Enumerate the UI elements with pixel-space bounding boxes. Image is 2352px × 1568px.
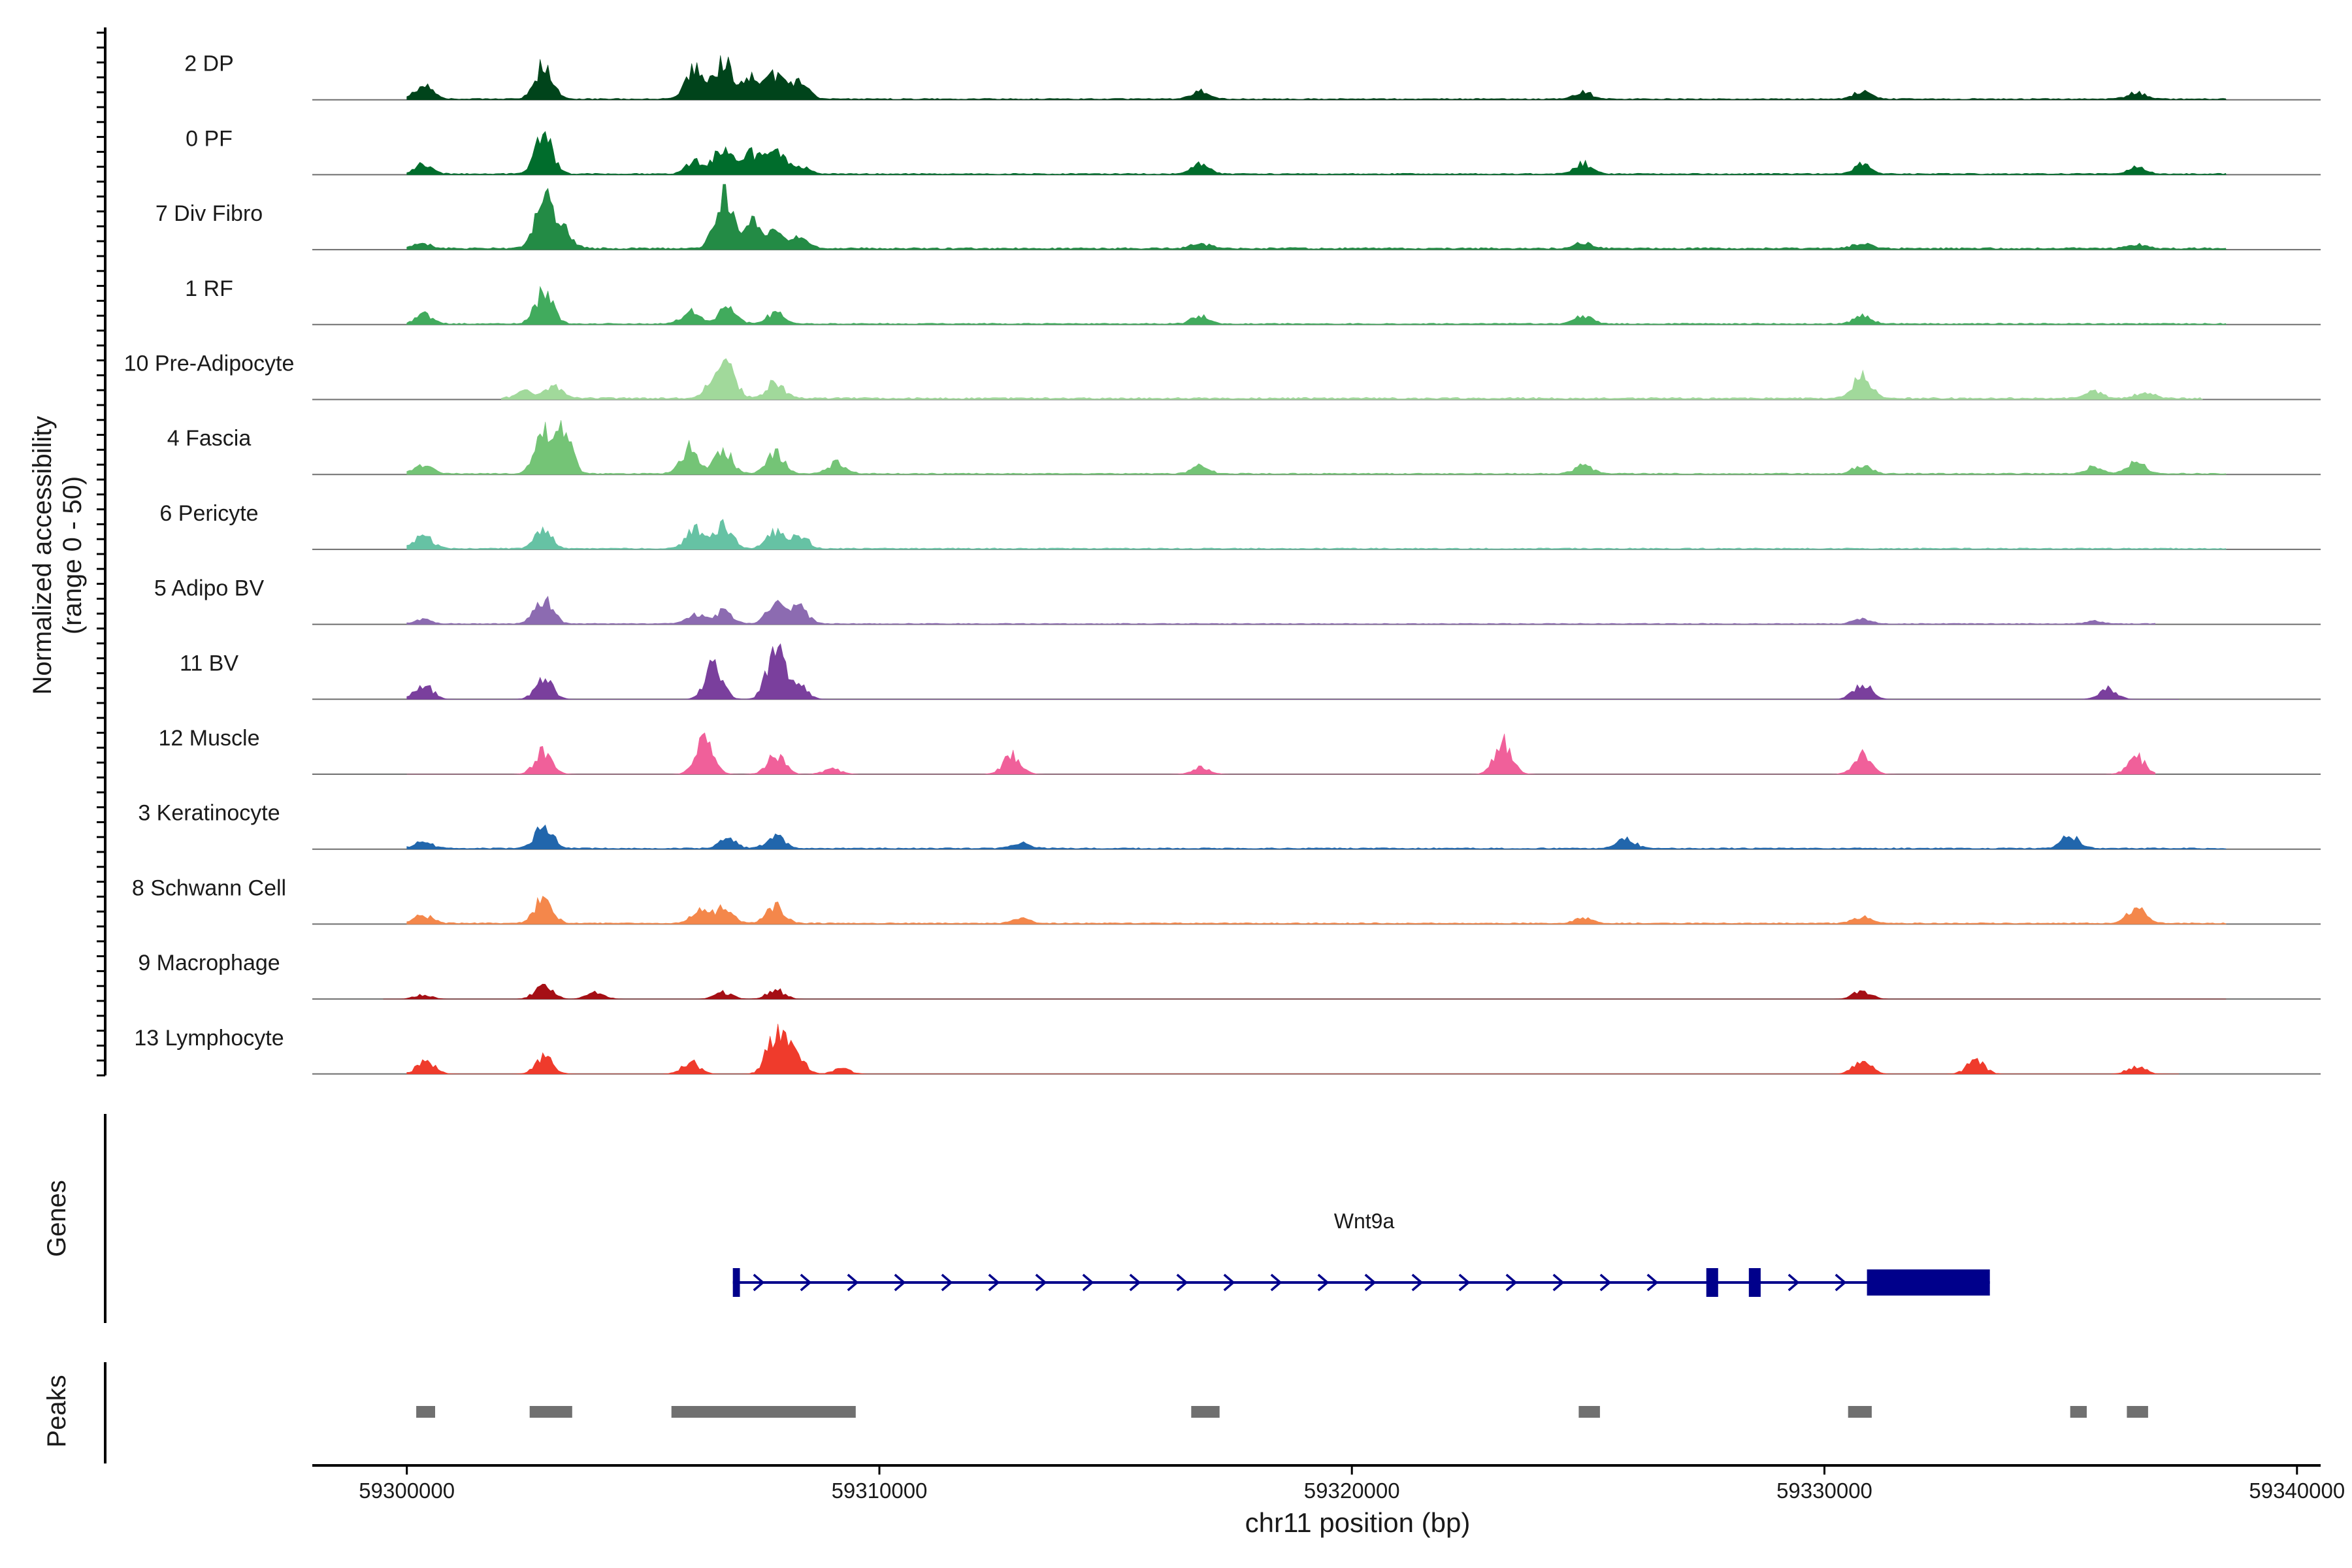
strand-arrow <box>988 1273 1000 1292</box>
strand-arrow <box>1411 1273 1424 1292</box>
track-label: 5 Adipo BV <box>154 576 265 601</box>
peak-region <box>1191 1406 1220 1418</box>
track-label: 13 Lymphocyte <box>134 1026 284 1051</box>
strand-arrow <box>1223 1273 1235 1292</box>
strand-arrow <box>1788 1273 1800 1292</box>
strand-arrow <box>1552 1273 1565 1292</box>
track-label: 10 Pre-Adipocyte <box>124 351 295 376</box>
track-label: 1 RF <box>185 276 233 301</box>
track-label: 4 Fascia <box>167 426 252 451</box>
track-label: 3 Keratinocyte <box>138 801 280 826</box>
gene-exon <box>1867 1269 1990 1296</box>
peak-region <box>2070 1406 2087 1418</box>
peak-region <box>529 1406 572 1418</box>
coverage-area <box>406 420 2227 475</box>
coverage-area <box>406 595 2156 625</box>
coverage-area <box>406 184 2227 250</box>
track-label: 0 PF <box>186 126 233 151</box>
track-label: 7 Div Fibro <box>155 201 263 226</box>
x-tick-label: 59310000 <box>832 1478 928 1503</box>
strand-arrow <box>1505 1273 1518 1292</box>
peak-region <box>2127 1406 2148 1418</box>
coverage-area <box>406 732 2156 775</box>
strand-arrow <box>894 1273 906 1292</box>
y-axis-label-range: (range 0 - 50) <box>58 476 87 634</box>
strand-arrow <box>1599 1273 1612 1292</box>
strand-arrow <box>1317 1273 1330 1292</box>
strand-arrow <box>1270 1273 1282 1292</box>
track-label: 9 Macrophage <box>138 951 280 975</box>
coverage-area <box>406 825 2227 849</box>
gene-name-label: Wnt9a <box>1334 1209 1395 1233</box>
peak-region <box>671 1406 856 1418</box>
gene-exon <box>732 1268 740 1297</box>
strand-arrow <box>941 1273 953 1292</box>
track-label: 2 DP <box>184 52 234 76</box>
strand-arrow <box>1458 1273 1471 1292</box>
gene-exon <box>1706 1268 1718 1297</box>
x-tick-label: 59330000 <box>1776 1478 1872 1503</box>
coverage-area <box>406 1023 2179 1075</box>
strand-arrow <box>1176 1273 1188 1292</box>
coverage-area <box>406 286 2227 325</box>
coverage-area <box>406 896 2227 924</box>
coverage-area <box>406 643 2179 700</box>
genes-track-label: Genes <box>42 1180 71 1257</box>
coverage-area <box>406 131 2227 175</box>
strand-arrow <box>1035 1273 1047 1292</box>
strand-arrow <box>753 1273 765 1292</box>
x-tick-label: 59300000 <box>359 1478 455 1503</box>
track-label: 12 Muscle <box>159 726 260 751</box>
strand-arrow <box>1082 1273 1094 1292</box>
gene-exon <box>1748 1268 1761 1297</box>
strand-arrow <box>800 1273 812 1292</box>
peak-region <box>1578 1406 1600 1418</box>
strand-arrow <box>1364 1273 1377 1292</box>
strand-arrow <box>1835 1273 1847 1292</box>
track-label: 11 BV <box>180 651 238 676</box>
coverage-area <box>501 358 2204 400</box>
peak-region <box>416 1406 435 1418</box>
x-axis-label: chr11 position (bp) <box>1245 1507 1471 1538</box>
peaks-track-label: Peaks <box>42 1375 71 1447</box>
coverage-area <box>406 55 2227 100</box>
strand-arrow <box>1129 1273 1141 1292</box>
track-label: 6 Pericyte <box>159 501 258 526</box>
peak-region <box>1848 1406 1872 1418</box>
strand-arrow <box>1646 1273 1659 1292</box>
coverage-area <box>406 519 2227 550</box>
coverage-area <box>383 983 2227 1000</box>
strand-arrow <box>847 1273 859 1292</box>
track-label: 8 Schwann Cell <box>132 875 286 900</box>
x-tick-label: 59340000 <box>2249 1478 2345 1503</box>
x-tick-label: 59320000 <box>1304 1478 1400 1503</box>
y-axis-label: Normalized accessibility <box>28 416 57 695</box>
